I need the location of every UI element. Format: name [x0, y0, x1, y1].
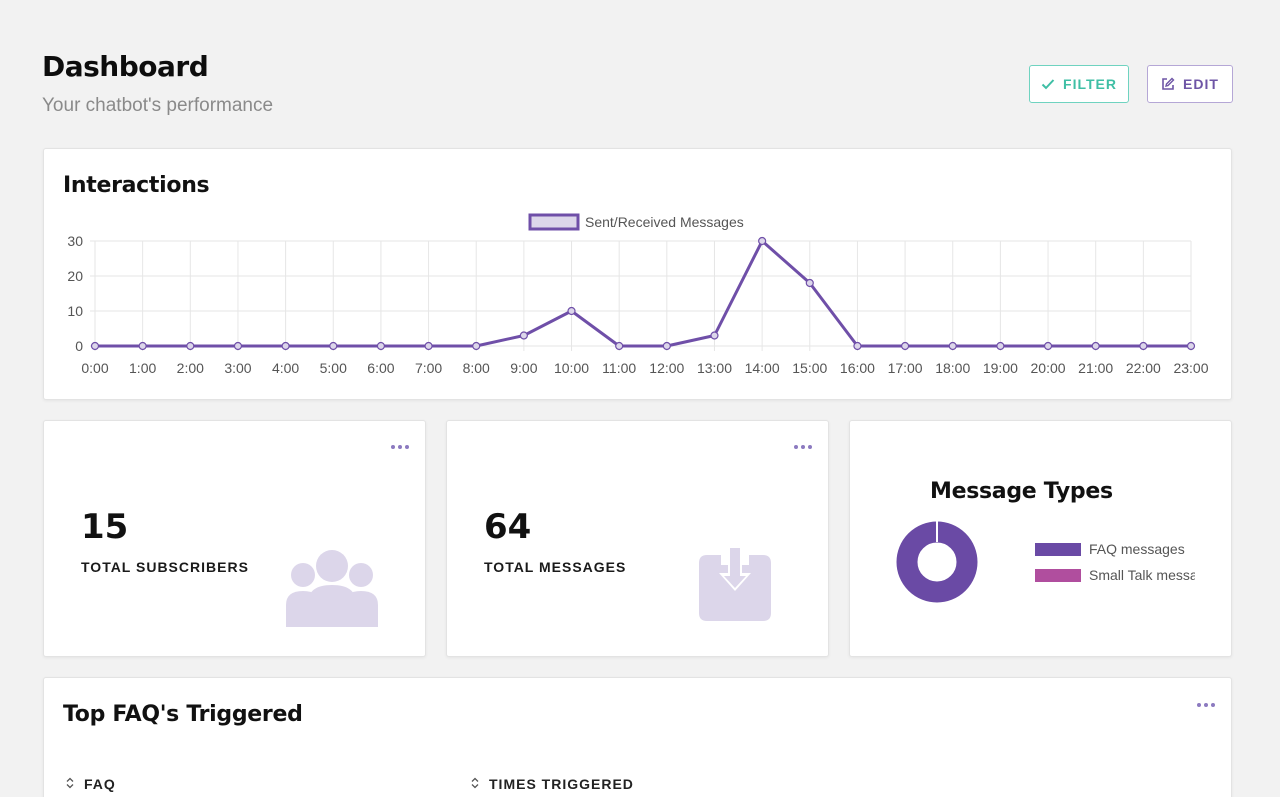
y-tick-label: 0: [75, 338, 83, 354]
data-point: [1091, 341, 1100, 351]
subscribers-card: 15 TOTAL SUBSCRIBERS: [43, 420, 426, 657]
messages-count: 64: [484, 507, 532, 547]
y-tick-label: 30: [67, 233, 83, 249]
data-point: [948, 341, 957, 351]
x-tick-label: 14:00: [745, 360, 780, 376]
data-point: [1186, 341, 1196, 351]
x-tick-label: 11:00: [602, 360, 636, 376]
data-point: [424, 341, 433, 351]
interactions-title: Interactions: [63, 173, 210, 198]
data-point: [567, 306, 576, 316]
data-point: [758, 236, 767, 246]
x-tick-label: 6:00: [367, 360, 394, 376]
edit-button[interactable]: EDIT: [1147, 65, 1233, 103]
x-tick-label: 20:00: [1031, 360, 1066, 376]
x-tick-label: 7:00: [415, 360, 442, 376]
x-tick-label: 1:00: [129, 360, 156, 376]
column-header-label: TIMES TRIGGERED: [489, 776, 634, 792]
users-icon: [286, 549, 378, 632]
data-point: [329, 341, 338, 351]
legend-swatch: [1035, 568, 1081, 582]
edit-icon: [1161, 77, 1175, 91]
x-tick-label: 21:00: [1078, 360, 1113, 376]
data-point: [662, 341, 671, 351]
x-tick-label: 10:00: [554, 360, 589, 376]
x-tick-label: 16:00: [840, 360, 875, 376]
x-tick-label: 0:00: [81, 360, 108, 376]
legend-swatch: [1035, 542, 1081, 556]
x-tick-label: 4:00: [272, 360, 299, 376]
messages-card: 64 TOTAL MESSAGES: [446, 420, 829, 657]
data-point: [996, 341, 1005, 351]
sort-icon: [471, 776, 479, 792]
check-icon: [1041, 78, 1055, 90]
top-faq-title: Top FAQ's Triggered: [63, 702, 303, 727]
message-types-card: Message Types FAQ messages Small Talk me…: [849, 420, 1232, 657]
messages-label: TOTAL MESSAGES: [484, 559, 627, 575]
interactions-chart: 0 10 20 30 0:00 1:00 2:00 3:00 4:00 5:00 6:00 7:00 8…: [67, 213, 1209, 376]
x-tick-label: 8:00: [463, 360, 490, 376]
sort-icon: [66, 776, 74, 792]
column-header-faq[interactable]: FAQ: [66, 776, 116, 792]
edit-button-label: EDIT: [1183, 76, 1219, 92]
top-faq-card: Top FAQ's Triggered FAQ TIMES TRIGGERED: [43, 677, 1232, 797]
data-point: [615, 341, 624, 351]
filter-button-label: FILTER: [1063, 76, 1117, 92]
message-types-title: Message Types: [930, 479, 1113, 504]
data-point: [138, 341, 147, 351]
subscribers-count: 15: [81, 507, 129, 547]
legend-label: Sent/Received Messages: [585, 214, 744, 230]
more-options-icon[interactable]: [794, 443, 812, 451]
data-point: [900, 341, 910, 351]
data-point: [710, 331, 719, 340]
message-types-donut: [896, 520, 978, 603]
data-point: [472, 341, 481, 351]
data-point: [1139, 341, 1148, 351]
x-tick-label: 17:00: [888, 360, 923, 376]
data-point: [1043, 341, 1053, 351]
x-tick-label: 12:00: [649, 360, 684, 376]
x-tick-label: 23:00: [1173, 360, 1208, 376]
series-line: [95, 239, 1191, 348]
data-point: [281, 341, 290, 351]
data-point: [233, 341, 243, 351]
data-point: [519, 331, 528, 340]
data-point: [853, 341, 862, 351]
legend-item-small-talk: Small Talk messages: [1035, 567, 1195, 583]
y-tick-label: 10: [67, 303, 83, 319]
filter-button[interactable]: FILTER: [1029, 65, 1129, 103]
interactions-card: Interactions 0 10 20 30 0:00 1:00 2:00 3:00 4:00…: [43, 148, 1232, 400]
legend-swatch: [528, 213, 580, 231]
more-options-icon[interactable]: [391, 443, 409, 451]
x-tick-label: 19:00: [983, 360, 1018, 376]
x-tick-label: 15:00: [792, 360, 827, 376]
subscribers-label: TOTAL SUBSCRIBERS: [81, 559, 249, 575]
x-tick-label: 2:00: [177, 360, 204, 376]
x-tick-label: 22:00: [1126, 360, 1161, 376]
legend-item-faq: FAQ messages: [1035, 541, 1195, 557]
data-point: [376, 341, 386, 351]
data-point: [186, 341, 195, 351]
page-subtitle: Your chatbot's performance: [42, 95, 274, 116]
page-title: Dashboard: [42, 50, 209, 83]
x-tick-label: 18:00: [935, 360, 970, 376]
y-tick-label: 20: [67, 268, 83, 284]
x-tick-label: 5:00: [320, 360, 347, 376]
data-point: [805, 278, 814, 288]
column-header-times-triggered[interactable]: TIMES TRIGGERED: [471, 776, 634, 792]
x-tick-label: 3:00: [224, 360, 251, 376]
x-tick-label: 9:00: [510, 360, 537, 376]
inbox-download-icon: [699, 545, 771, 626]
more-options-icon[interactable]: [1197, 701, 1215, 709]
data-point: [90, 341, 100, 351]
column-header-label: FAQ: [84, 776, 116, 792]
legend-label: Small Talk messages: [1089, 567, 1195, 583]
legend-label: FAQ messages: [1089, 541, 1185, 557]
x-tick-label: 13:00: [697, 360, 732, 376]
